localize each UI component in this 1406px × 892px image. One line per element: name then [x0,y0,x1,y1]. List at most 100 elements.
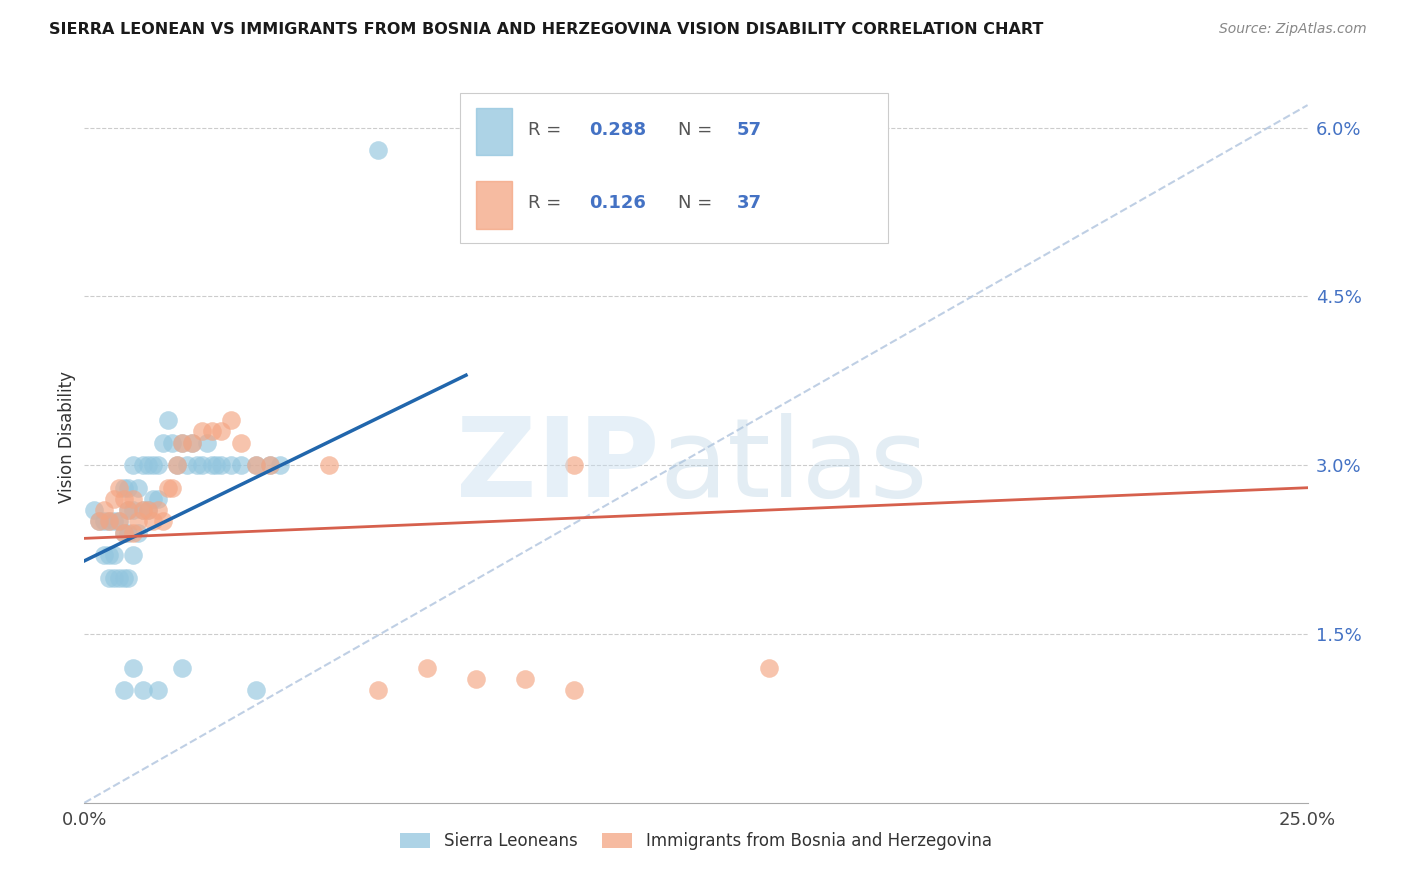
Point [464,672,486,686]
Text: 37: 37 [737,194,761,212]
Point [229,458,252,473]
Text: atlas: atlas [659,413,928,520]
Point [219,413,242,427]
Point [142,515,165,529]
Point [162,481,184,495]
Point [122,491,145,506]
Point [122,458,145,473]
Point [367,683,389,698]
Point [103,571,125,585]
Point [152,435,174,450]
FancyBboxPatch shape [460,94,889,244]
Point [758,661,780,675]
Point [136,503,159,517]
Point [172,661,194,675]
Point [146,503,169,517]
Point [156,481,179,495]
Point [200,458,222,473]
Point [103,515,125,529]
Point [562,683,585,698]
Text: 57: 57 [737,121,761,139]
Y-axis label: Vision Disability: Vision Disability [58,371,76,503]
Point [132,458,155,473]
Point [97,515,120,529]
Point [219,458,242,473]
Point [127,481,149,495]
Point [181,435,204,450]
Point [122,503,145,517]
Point [87,515,110,529]
Point [127,515,149,529]
Point [367,143,389,157]
Point [146,683,169,698]
Point [172,435,194,450]
Point [259,458,281,473]
Point [132,503,155,517]
Point [117,503,139,517]
Point [176,458,198,473]
Text: Source: ZipAtlas.com: Source: ZipAtlas.com [1219,22,1367,37]
Point [181,435,204,450]
Point [122,525,145,540]
Point [191,425,214,439]
Point [200,425,222,439]
Point [513,672,536,686]
Point [245,683,267,698]
Text: N =: N = [678,121,723,139]
Text: N =: N = [678,194,723,212]
Point [112,525,135,540]
Text: SIERRA LEONEAN VS IMMIGRANTS FROM BOSNIA AND HERZEGOVINA VISION DISABILITY CORRE: SIERRA LEONEAN VS IMMIGRANTS FROM BOSNIA… [49,22,1043,37]
Point [186,458,208,473]
Legend: Sierra Leoneans, Immigrants from Bosnia and Herzegovina: Sierra Leoneans, Immigrants from Bosnia … [394,825,998,856]
Point [195,435,218,450]
Bar [475,181,513,228]
Point [112,571,135,585]
Point [205,458,228,473]
Point [132,683,155,698]
Point [122,661,145,675]
Point [97,515,120,529]
Point [103,491,125,506]
Point [156,413,179,427]
Point [112,481,135,495]
Point [107,481,129,495]
Point [83,503,105,517]
Point [146,491,169,506]
Point [318,458,340,473]
Point [259,458,281,473]
Point [93,548,115,562]
Point [127,525,149,540]
Point [416,661,439,675]
Point [107,571,129,585]
Point [229,435,252,450]
Point [136,503,159,517]
Point [112,491,135,506]
Text: 0.288: 0.288 [589,121,647,139]
Point [117,481,139,495]
Point [103,548,125,562]
Point [112,525,135,540]
Point [142,458,165,473]
Point [146,458,169,473]
Point [152,515,174,529]
Point [107,515,129,529]
Point [245,458,267,473]
Point [97,571,120,585]
Point [132,503,155,517]
Point [87,515,110,529]
Point [245,458,267,473]
Point [209,458,232,473]
Point [117,571,139,585]
Point [166,458,188,473]
Text: 0.126: 0.126 [589,194,647,212]
Point [112,683,135,698]
Point [136,458,159,473]
Point [209,425,232,439]
Point [117,503,139,517]
Point [117,525,139,540]
Text: ZIP: ZIP [456,413,659,520]
Point [122,548,145,562]
Point [142,491,165,506]
Text: R =: R = [529,121,574,139]
Point [562,458,585,473]
